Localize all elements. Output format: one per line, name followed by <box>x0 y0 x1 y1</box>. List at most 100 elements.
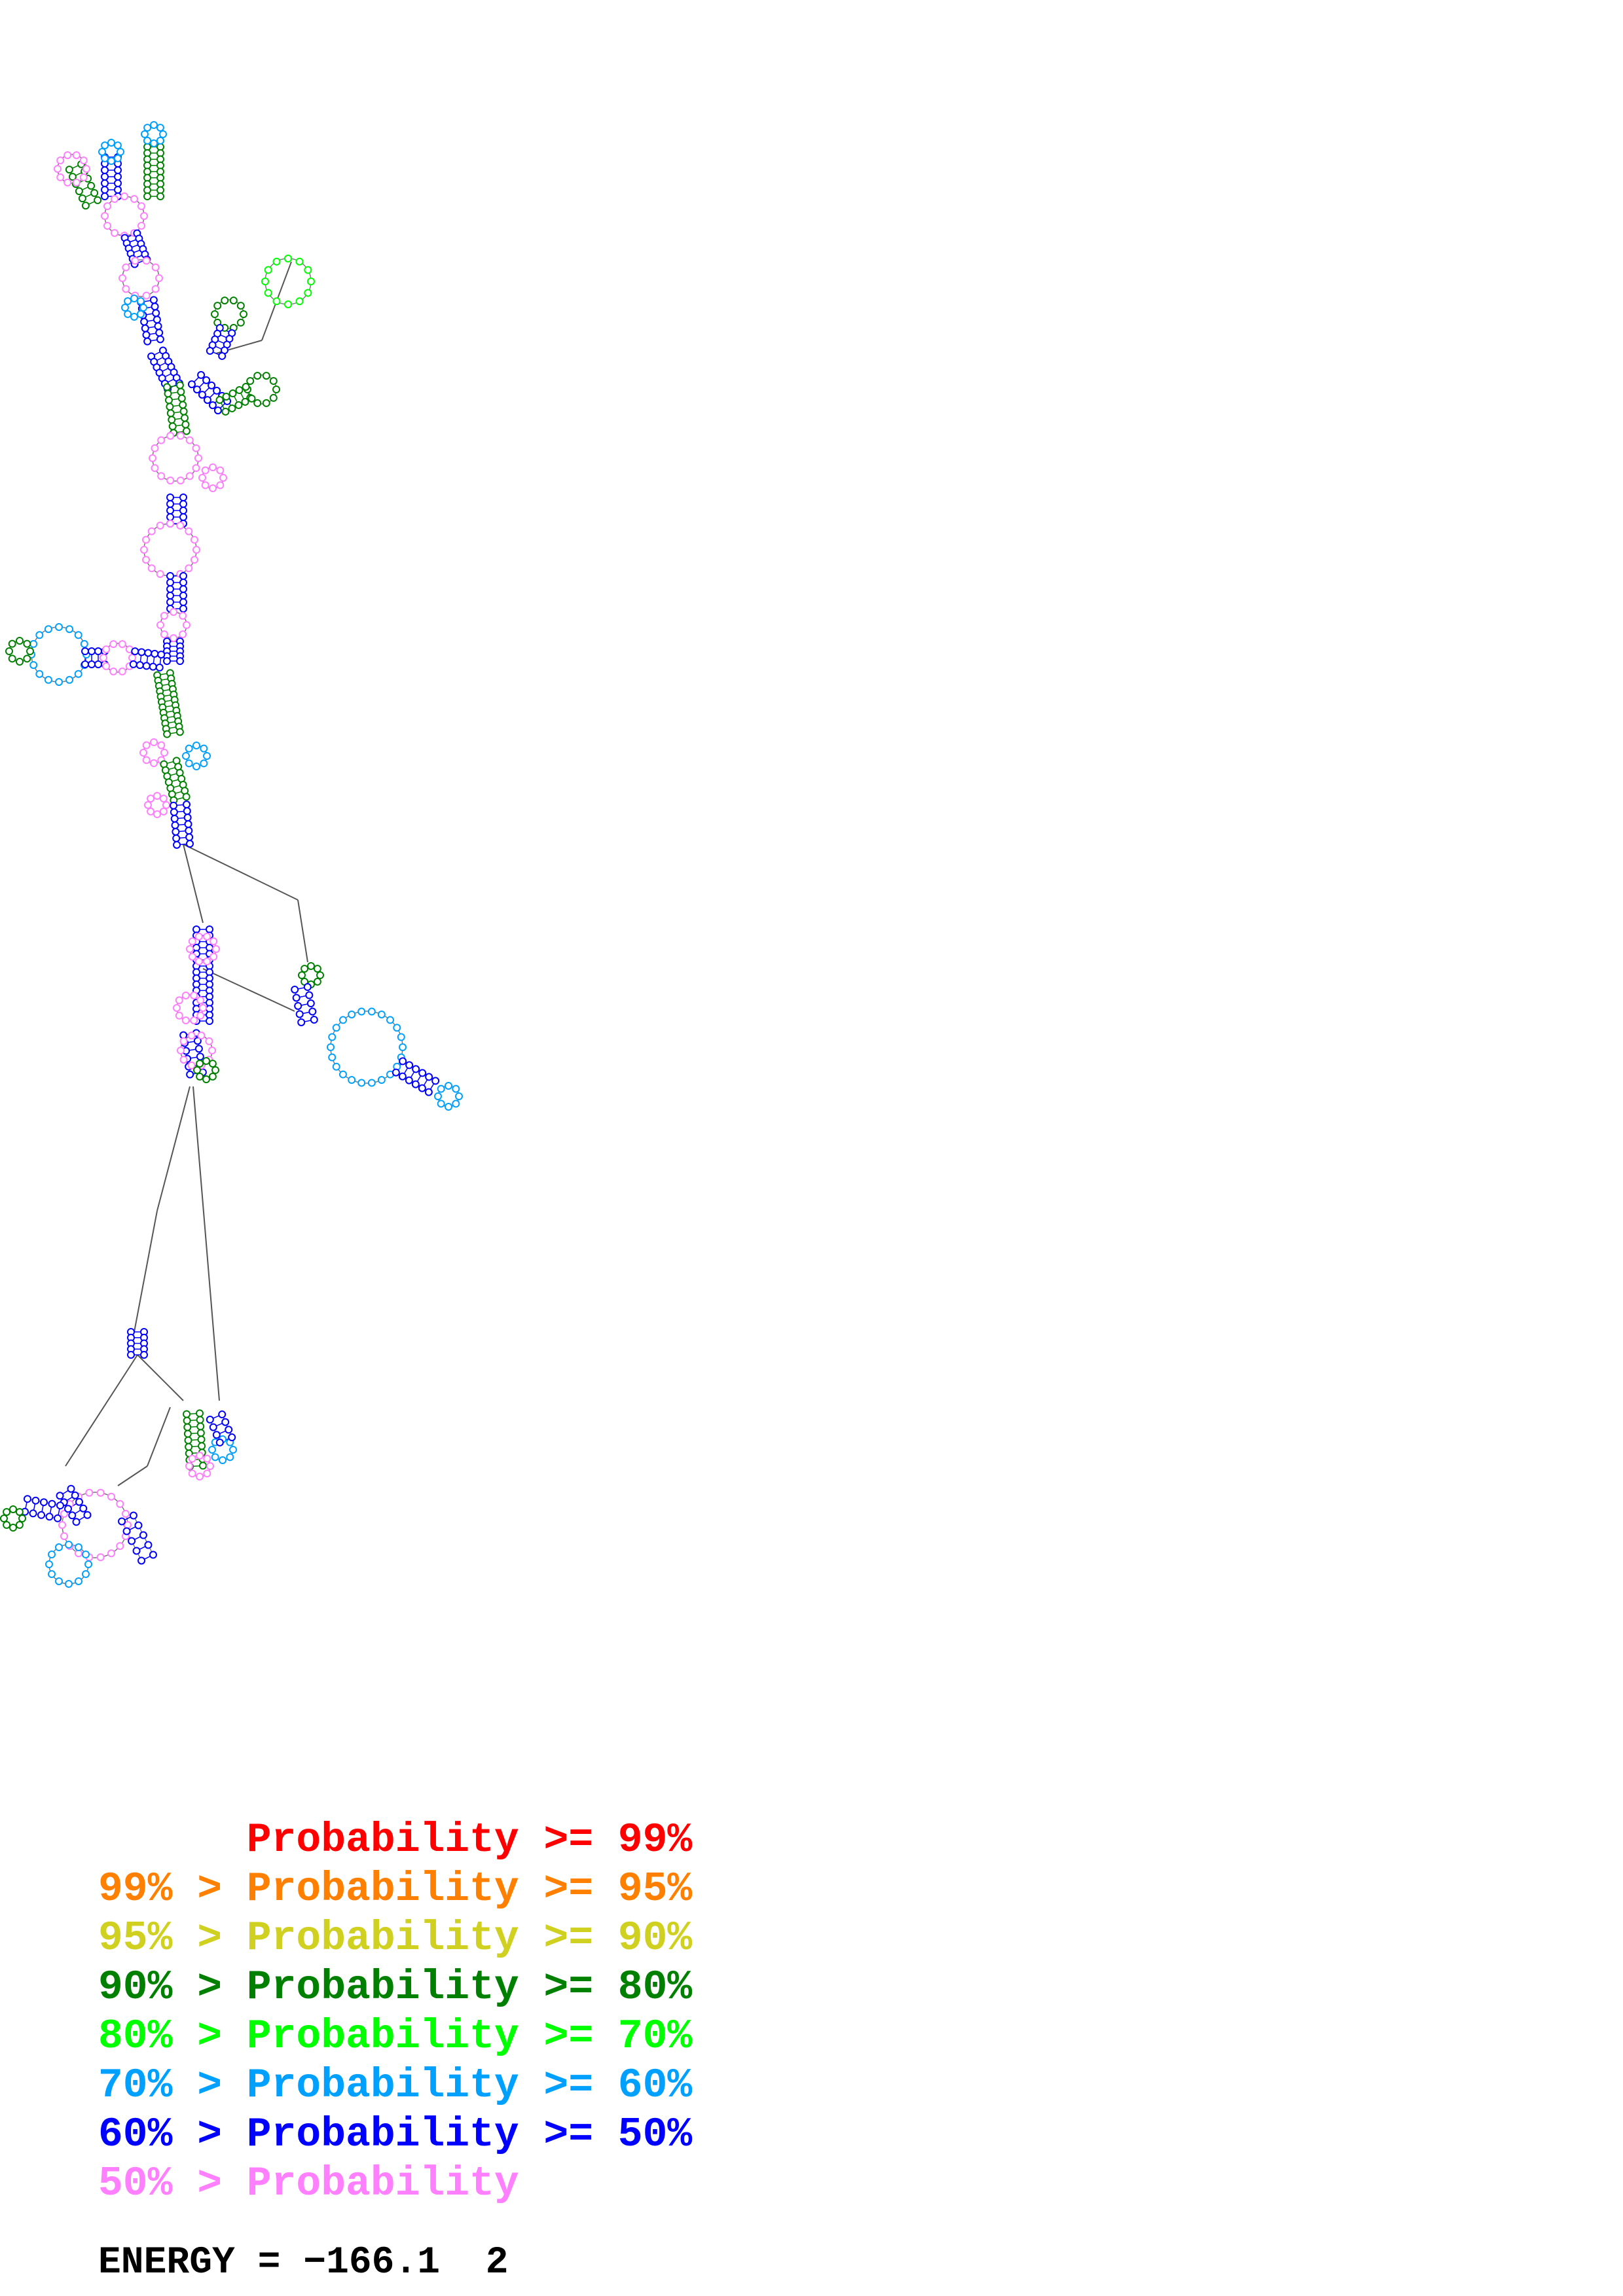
backbone-segment <box>183 844 299 901</box>
nucleotide <box>147 795 155 803</box>
nucleotide <box>128 654 136 662</box>
nucleotide <box>187 380 196 389</box>
nucleotide <box>113 154 122 162</box>
legend-label: Probability <box>246 2013 519 2060</box>
nucleotide <box>142 556 151 564</box>
nucleotide <box>196 1416 204 1424</box>
nucleotide <box>48 1551 56 1558</box>
nucleotide <box>210 937 218 946</box>
nucleotide <box>182 752 190 760</box>
nucleotide <box>151 285 160 293</box>
nucleotide <box>139 1531 147 1539</box>
nucleotide <box>132 1547 141 1555</box>
nucleotide <box>185 833 194 842</box>
nucleotide <box>140 212 148 220</box>
nucleotide <box>196 1052 204 1061</box>
nucleotide <box>176 476 185 485</box>
nucleotide <box>134 1521 143 1530</box>
nucleotide <box>156 621 164 629</box>
nucleotide <box>445 1082 452 1090</box>
legend-lower-bound: 90% > <box>98 1964 223 2011</box>
nucleotide <box>80 639 88 648</box>
nucleotide <box>114 186 122 194</box>
nucleotide <box>228 1433 236 1442</box>
nucleotide <box>269 393 278 402</box>
nucleotide <box>56 1501 64 1510</box>
nucleotide <box>156 192 164 200</box>
nucleotide <box>183 807 191 816</box>
nucleotide <box>81 660 89 668</box>
nucleotide <box>159 807 168 816</box>
nucleotide <box>294 1001 302 1010</box>
nucleotide <box>182 800 191 809</box>
nucleotide <box>179 507 187 514</box>
nucleotide <box>203 1454 211 1463</box>
nucleotide <box>114 166 122 174</box>
legend-row: 50% > Probability <box>98 2163 543 2204</box>
nucleotide <box>307 962 315 970</box>
nucleotide <box>151 649 159 658</box>
nucleotide <box>198 391 206 399</box>
nucleotide <box>15 1508 24 1516</box>
nucleotide <box>90 188 99 197</box>
nucleotide <box>56 1492 64 1500</box>
nucleotide <box>269 377 278 386</box>
nucleotide <box>3 1508 11 1516</box>
nucleotide <box>117 148 124 156</box>
nucleotide <box>203 396 211 404</box>
nucleotide <box>175 381 184 389</box>
legend-label: Probability <box>246 1964 519 2011</box>
nucleotide <box>183 814 192 822</box>
loop <box>264 258 312 305</box>
nucleotide <box>72 151 81 160</box>
nucleotide <box>109 640 118 649</box>
nucleotide <box>143 337 152 346</box>
nucleotide <box>137 648 146 656</box>
nucleotide <box>118 1517 126 1526</box>
nucleotide <box>68 173 77 181</box>
nucleotide <box>111 195 119 204</box>
nucleotide <box>357 1007 366 1016</box>
legend-lower-bound: 95% > <box>98 1915 223 1962</box>
nucleotide <box>399 1043 407 1051</box>
nucleotide <box>94 660 102 668</box>
nucleotide <box>128 1537 136 1545</box>
nucleotide <box>181 991 190 999</box>
nucleotide <box>136 661 144 670</box>
nucleotide <box>229 296 238 305</box>
nucleotide <box>141 324 149 332</box>
nucleotide <box>60 1532 69 1541</box>
nucleotide <box>143 136 152 145</box>
nucleotide <box>65 675 74 684</box>
nucleotide <box>101 166 109 174</box>
backbone-segment <box>117 1465 148 1486</box>
nucleotide <box>218 1410 227 1419</box>
nucleotide <box>149 296 158 304</box>
nucleotide <box>67 1484 75 1493</box>
nucleotide <box>211 1453 219 1462</box>
nucleotide <box>185 527 193 535</box>
nucleotide <box>107 157 115 165</box>
nucleotide <box>68 1511 77 1520</box>
nucleotide <box>186 945 194 953</box>
nucleotide <box>163 657 171 665</box>
nucleotide <box>218 351 227 360</box>
nucleotide <box>195 1409 204 1418</box>
nucleotide <box>192 386 201 394</box>
nucleotide <box>82 165 90 173</box>
nucleotide <box>96 1488 105 1497</box>
nucleotide <box>235 386 244 395</box>
nucleotide <box>215 396 224 404</box>
nucleotide <box>75 1543 82 1552</box>
nucleotide <box>198 474 206 482</box>
nucleotide <box>199 1004 207 1012</box>
nucleotide <box>74 631 82 639</box>
nucleotide <box>23 639 31 648</box>
nucleotide <box>166 507 174 514</box>
nucleotide <box>197 1435 206 1444</box>
nucleotide <box>332 1024 340 1032</box>
nucleotide <box>338 1070 347 1079</box>
nucleotide <box>140 546 148 554</box>
nucleotide <box>185 436 194 444</box>
nucleotide <box>262 399 270 407</box>
